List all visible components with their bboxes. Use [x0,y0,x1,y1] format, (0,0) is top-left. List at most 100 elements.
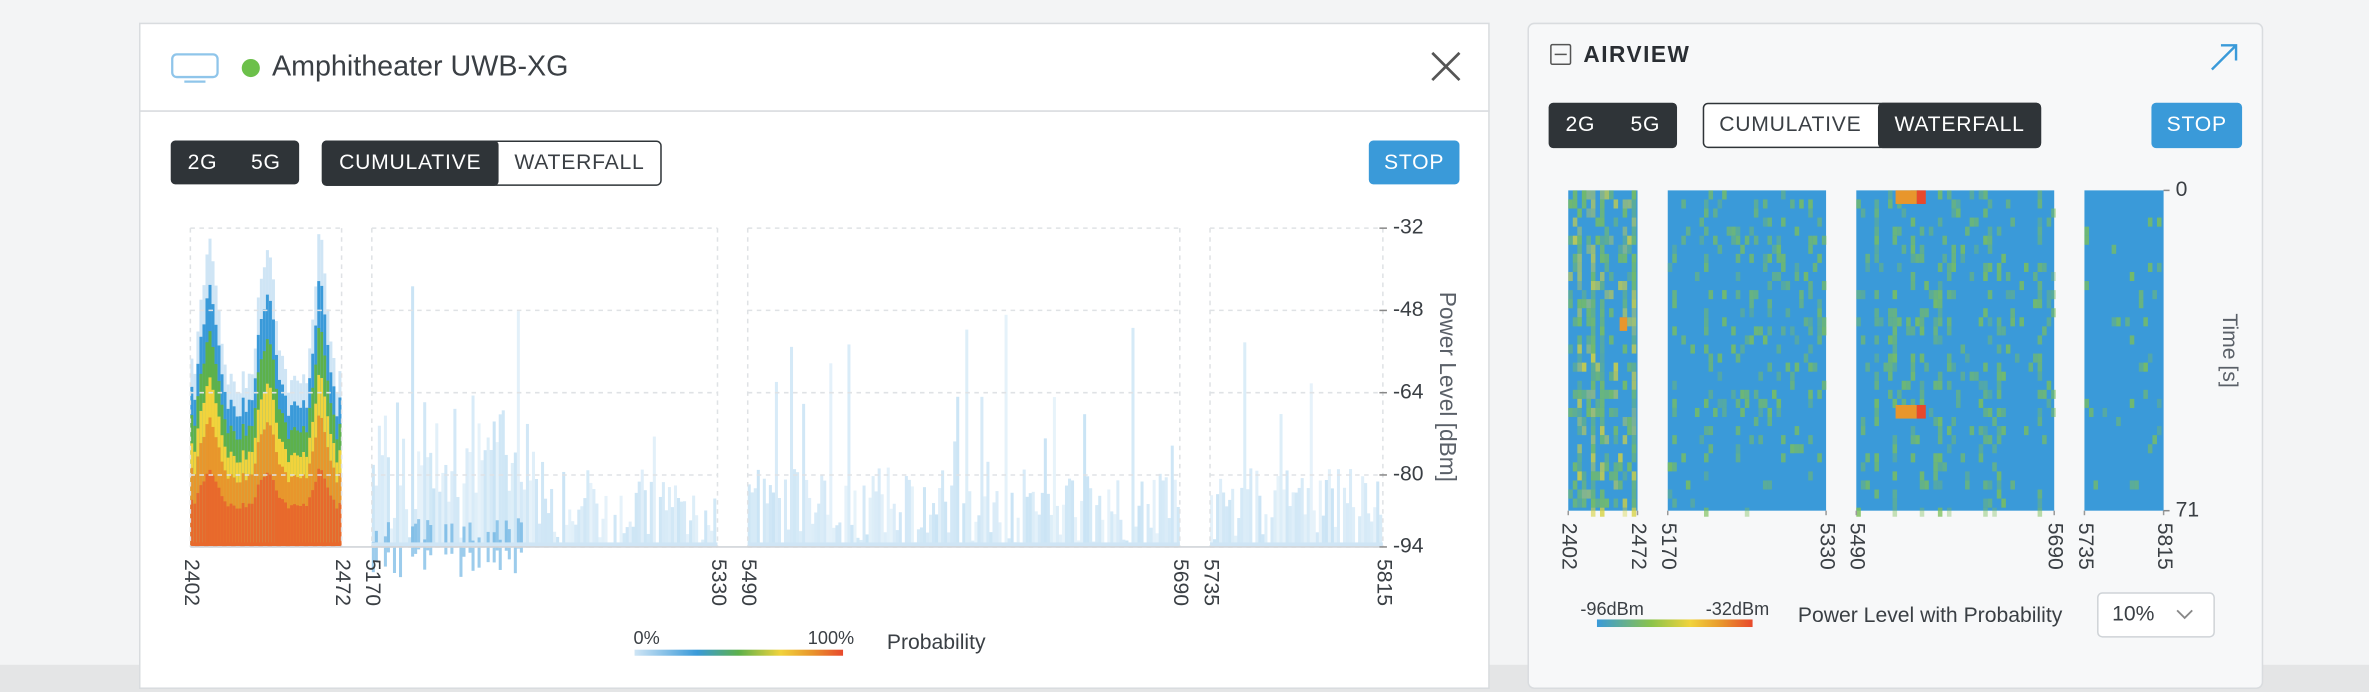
waterfall-texture [1685,226,1691,236]
spectrum-texture [1052,397,1056,547]
waterfall-texture [1595,398,1600,408]
y-tick-label: -80 [1393,463,1424,486]
waterfall-texture [1631,398,1637,408]
spectrum-texture [850,524,854,547]
waterfall-texture [1672,462,1677,472]
spectrum-texture [856,537,860,547]
waterfall-texture [1874,489,1879,499]
spectrum-texture [862,485,866,547]
waterfall-texture [1767,480,1772,490]
view-button[interactable]: CUMULATIVE [1719,113,1861,136]
view-button[interactable]: CUMULATIVE [339,151,481,174]
spectrum-texture [444,524,448,555]
spectrum-texture [214,481,218,547]
spectrum-texture [471,540,475,571]
waterfall-texture [1590,208,1596,218]
waterfall-texture [2143,362,2148,372]
waterfall-texture [1865,480,1870,490]
band-button[interactable]: 5G [1630,113,1660,136]
spectrum-texture [562,471,566,547]
waterfall-texture [1808,471,1813,481]
spectrum-texture [414,523,418,554]
waterfall-texture [1933,453,1938,463]
waterfall-texture [1821,380,1827,390]
spectrum-texture [265,472,269,547]
spectrum-texture [1376,481,1380,547]
waterfall-texture [1892,235,1898,245]
waterfall-texture [1758,326,1763,336]
waterfall-texture [1874,235,1879,245]
waterfall-texture [1704,253,1709,263]
spectrum-texture [498,539,502,570]
waterfall-texture [1937,335,1943,345]
waterfall-texture [1937,299,1943,309]
waterfall-texture [1622,344,1628,354]
probability-select[interactable] [2097,592,2215,638]
spectrum-texture [1176,506,1180,547]
waterfall-texture [1586,398,1591,408]
waterfall-texture [2051,290,2056,300]
waterfall-texture [1604,462,1610,472]
waterfall-texture [1577,308,1582,318]
spectrum-texture [777,497,781,547]
waterfall-texture [2129,398,2135,408]
waterfall-texture [1951,435,1957,445]
waterfall-texture [1599,426,1605,436]
waterfall-texture [1987,407,1993,418]
waterfall-texture [1722,290,1727,300]
waterfall-texture [1901,380,1907,390]
waterfall-texture [2051,271,2056,282]
spectrum-texture [631,526,635,547]
spectrum-texture [565,524,569,547]
waterfall-texture [2046,290,2052,300]
waterfall-texture [1928,407,1934,418]
waterfall-texture [1919,317,1925,327]
view-button[interactable]: WATERFALL [514,151,644,174]
spectrum-texture [907,479,911,547]
waterfall-texture [1744,335,1750,345]
spectrum-texture [613,514,617,547]
band-button[interactable]: 5G [251,151,281,174]
band-button[interactable]: 2G [188,151,218,174]
waterfall-texture [1704,208,1709,218]
spectrum-texture [1297,487,1301,547]
band-button[interactable]: 2G [1565,113,1595,136]
waterfall-texture [1744,398,1750,408]
close-button[interactable] [1431,51,1461,82]
waterfall-texture [1937,281,1943,291]
waterfall-texture [1888,308,1893,318]
waterfall-texture [1599,217,1605,227]
waterfall-texture [1631,453,1637,463]
view-button[interactable]: WATERFALL [1894,113,2024,136]
stop-button[interactable]: STOP [2167,113,2227,136]
waterfall-texture [1704,344,1709,354]
waterfall-texture [1599,353,1605,363]
waterfall-texture [1599,407,1605,418]
expand-button[interactable] [2211,44,2238,71]
waterfall-texture [1987,317,1993,327]
waterfall-texture [1878,317,1884,327]
waterfall-texture [1672,299,1677,309]
waterfall-texture [1892,326,1898,336]
stop-button[interactable]: STOP [1384,151,1444,174]
spectrum-texture [468,522,472,553]
spectrum-texture [317,468,321,547]
waterfall-texture [1956,199,1961,209]
waterfall-texture [1933,471,1938,481]
waterfall-texture [1717,244,1723,254]
waterfall-texture [1599,380,1605,390]
waterfall-texture [1622,507,1628,517]
spectrum-texture [1324,479,1328,547]
waterfall-texture [1568,407,1573,418]
waterfall-texture [1753,208,1759,218]
waterfall-texture [1771,271,1777,282]
spectrum-texture [1113,514,1117,547]
time-axis-label: Time [s] [2218,313,2241,387]
collapse-button[interactable] [1550,43,1572,65]
spectrum-texture [513,542,517,574]
waterfall-texture [2037,362,2043,372]
waterfall-texture [1708,389,1714,399]
spectrum-texture [1089,488,1093,547]
spectrum-texture [1155,533,1159,547]
spectrum-texture [453,408,457,547]
